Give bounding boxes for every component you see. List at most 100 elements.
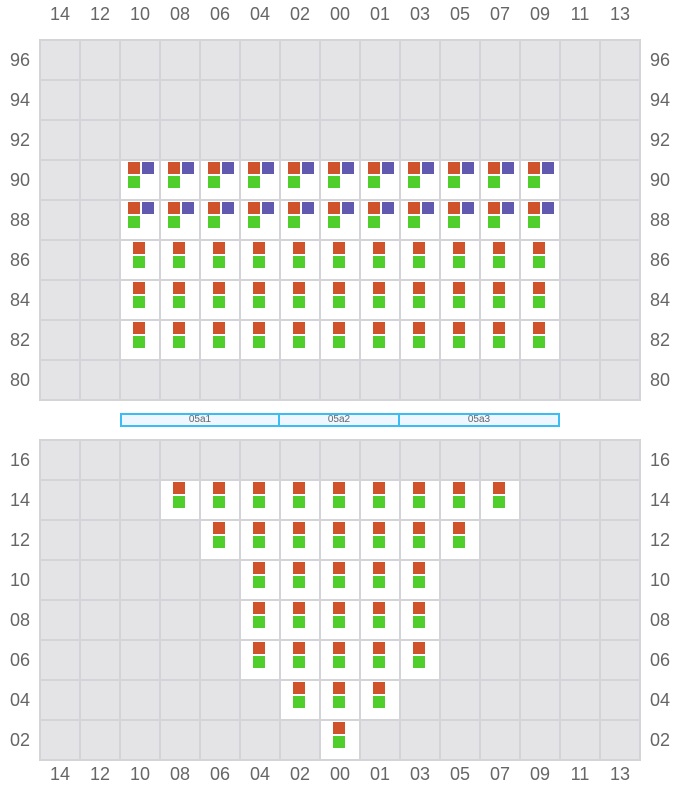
- rack-slot-active[interactable]: [401, 561, 439, 599]
- rack-slot-empty[interactable]: [521, 81, 559, 119]
- device-red-icon[interactable]: [173, 282, 185, 294]
- zone-05a2[interactable]: 05a2: [278, 413, 400, 427]
- device-green-icon[interactable]: [533, 256, 545, 268]
- device-purple-icon[interactable]: [262, 162, 274, 174]
- rack-slot-active[interactable]: [241, 321, 279, 359]
- rack-slot-active[interactable]: [321, 641, 359, 679]
- rack-slot-empty[interactable]: [601, 361, 639, 399]
- rack-slot-empty[interactable]: [521, 121, 559, 159]
- device-green-icon[interactable]: [253, 256, 265, 268]
- device-red-icon[interactable]: [253, 282, 265, 294]
- rack-slot-empty[interactable]: [281, 441, 319, 479]
- rack-slot-active[interactable]: [481, 161, 519, 199]
- rack-slot-active[interactable]: [281, 201, 319, 239]
- rack-slot-empty[interactable]: [41, 201, 79, 239]
- rack-slot-active[interactable]: [361, 201, 399, 239]
- rack-slot-active[interactable]: [401, 601, 439, 639]
- device-green-icon[interactable]: [453, 536, 465, 548]
- rack-slot-empty[interactable]: [441, 561, 479, 599]
- rack-slot-active[interactable]: [441, 201, 479, 239]
- rack-slot-empty[interactable]: [41, 161, 79, 199]
- rack-slot-empty[interactable]: [521, 561, 559, 599]
- rack-slot-active[interactable]: [281, 601, 319, 639]
- rack-slot-active[interactable]: [281, 641, 319, 679]
- device-green-icon[interactable]: [413, 616, 425, 628]
- device-purple-icon[interactable]: [142, 162, 154, 174]
- rack-slot-active[interactable]: [361, 641, 399, 679]
- device-red-icon[interactable]: [253, 642, 265, 654]
- device-purple-icon[interactable]: [182, 202, 194, 214]
- rack-slot-empty[interactable]: [161, 521, 199, 559]
- rack-slot-active[interactable]: [521, 201, 559, 239]
- rack-slot-empty[interactable]: [521, 441, 559, 479]
- rack-slot-empty[interactable]: [241, 361, 279, 399]
- rack-slot-empty[interactable]: [601, 441, 639, 479]
- device-green-icon[interactable]: [293, 536, 305, 548]
- rack-slot-empty[interactable]: [41, 481, 79, 519]
- device-green-icon[interactable]: [493, 256, 505, 268]
- rack-slot-active[interactable]: [361, 241, 399, 279]
- rack-slot-active[interactable]: [161, 281, 199, 319]
- device-green-icon[interactable]: [168, 176, 180, 188]
- device-purple-icon[interactable]: [222, 202, 234, 214]
- device-purple-icon[interactable]: [542, 162, 554, 174]
- rack-slot-active[interactable]: [521, 161, 559, 199]
- device-red-icon[interactable]: [173, 482, 185, 494]
- device-red-icon[interactable]: [333, 242, 345, 254]
- rack-slot-empty[interactable]: [321, 121, 359, 159]
- rack-slot-empty[interactable]: [521, 721, 559, 759]
- rack-slot-empty[interactable]: [201, 81, 239, 119]
- rack-slot-empty[interactable]: [401, 121, 439, 159]
- device-red-icon[interactable]: [493, 322, 505, 334]
- rack-slot-empty[interactable]: [481, 601, 519, 639]
- rack-slot-empty[interactable]: [481, 721, 519, 759]
- rack-slot-active[interactable]: [401, 641, 439, 679]
- rack-slot-empty[interactable]: [121, 641, 159, 679]
- rack-slot-active[interactable]: [441, 241, 479, 279]
- device-green-icon[interactable]: [173, 336, 185, 348]
- rack-slot-empty[interactable]: [41, 521, 79, 559]
- device-green-icon[interactable]: [213, 496, 225, 508]
- rack-slot-empty[interactable]: [481, 681, 519, 719]
- device-red-icon[interactable]: [293, 482, 305, 494]
- rack-slot-empty[interactable]: [241, 81, 279, 119]
- rack-slot-empty[interactable]: [441, 681, 479, 719]
- device-green-icon[interactable]: [208, 176, 220, 188]
- device-red-icon[interactable]: [328, 202, 340, 214]
- device-green-icon[interactable]: [373, 656, 385, 668]
- device-red-icon[interactable]: [208, 202, 220, 214]
- rack-slot-active[interactable]: [161, 321, 199, 359]
- rack-slot-active[interactable]: [201, 201, 239, 239]
- rack-slot-active[interactable]: [321, 521, 359, 559]
- rack-slot-active[interactable]: [281, 561, 319, 599]
- device-red-icon[interactable]: [533, 282, 545, 294]
- rack-slot-empty[interactable]: [561, 161, 599, 199]
- rack-slot-empty[interactable]: [361, 441, 399, 479]
- rack-slot-empty[interactable]: [521, 41, 559, 79]
- device-red-icon[interactable]: [488, 202, 500, 214]
- device-green-icon[interactable]: [493, 496, 505, 508]
- rack-slot-empty[interactable]: [81, 601, 119, 639]
- rack-slot-active[interactable]: [121, 201, 159, 239]
- device-red-icon[interactable]: [373, 522, 385, 534]
- rack-slot-empty[interactable]: [41, 681, 79, 719]
- device-green-icon[interactable]: [253, 336, 265, 348]
- device-green-icon[interactable]: [128, 216, 140, 228]
- device-purple-icon[interactable]: [502, 202, 514, 214]
- rack-slot-active[interactable]: [361, 521, 399, 559]
- rack-slot-empty[interactable]: [481, 41, 519, 79]
- rack-slot-active[interactable]: [321, 321, 359, 359]
- device-red-icon[interactable]: [493, 242, 505, 254]
- device-green-icon[interactable]: [413, 296, 425, 308]
- rack-slot-empty[interactable]: [441, 641, 479, 679]
- rack-slot-active[interactable]: [241, 241, 279, 279]
- device-green-icon[interactable]: [293, 256, 305, 268]
- rack-slot-empty[interactable]: [201, 721, 239, 759]
- rack-slot-empty[interactable]: [161, 361, 199, 399]
- device-green-icon[interactable]: [293, 656, 305, 668]
- device-green-icon[interactable]: [448, 216, 460, 228]
- device-red-icon[interactable]: [333, 682, 345, 694]
- rack-slot-empty[interactable]: [281, 81, 319, 119]
- rack-slot-empty[interactable]: [521, 641, 559, 679]
- rack-slot-active[interactable]: [321, 601, 359, 639]
